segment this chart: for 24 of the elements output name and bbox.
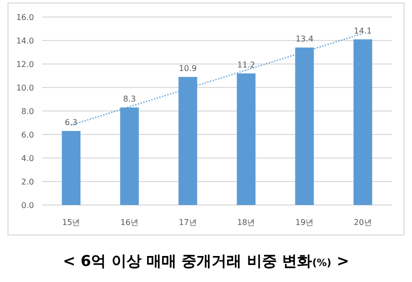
y-tick-label: 16.0 [16, 13, 34, 22]
y-tick-label: 8.0 [21, 107, 34, 116]
data-label: 6.3 [64, 118, 78, 127]
y-tick-label: 2.0 [21, 178, 34, 186]
x-tick-label: 15년 [62, 218, 80, 227]
x-tick-label: 19년 [295, 218, 314, 227]
bar [62, 130, 80, 205]
x-tick-label: 16년 [120, 218, 139, 227]
text: < 6억 이상 매매 중개거래 비중 변화(%) > [62, 252, 350, 270]
y-tick-label: 12.0 [16, 60, 34, 69]
bar [354, 39, 372, 205]
y-tick-label: 4.0 [21, 154, 34, 163]
x-tick-label: 18년 [237, 218, 256, 227]
data-label: 8.3 [123, 94, 136, 104]
y-tick-label: 14.0 [16, 36, 34, 46]
y-tick-label: 10.0 [16, 84, 34, 92]
data-label: 11.2 [237, 60, 256, 70]
data-label: 14.1 [354, 26, 372, 36]
data-label: 13.4 [296, 34, 314, 44]
x-tick-label: 17년 [178, 218, 197, 227]
x-tick-label: 20년 [354, 218, 372, 227]
y-tick-label: 6.0 [21, 130, 34, 140]
data-label: 10.9 [178, 64, 197, 73]
y-tick-label: 0.0 [21, 201, 34, 210]
